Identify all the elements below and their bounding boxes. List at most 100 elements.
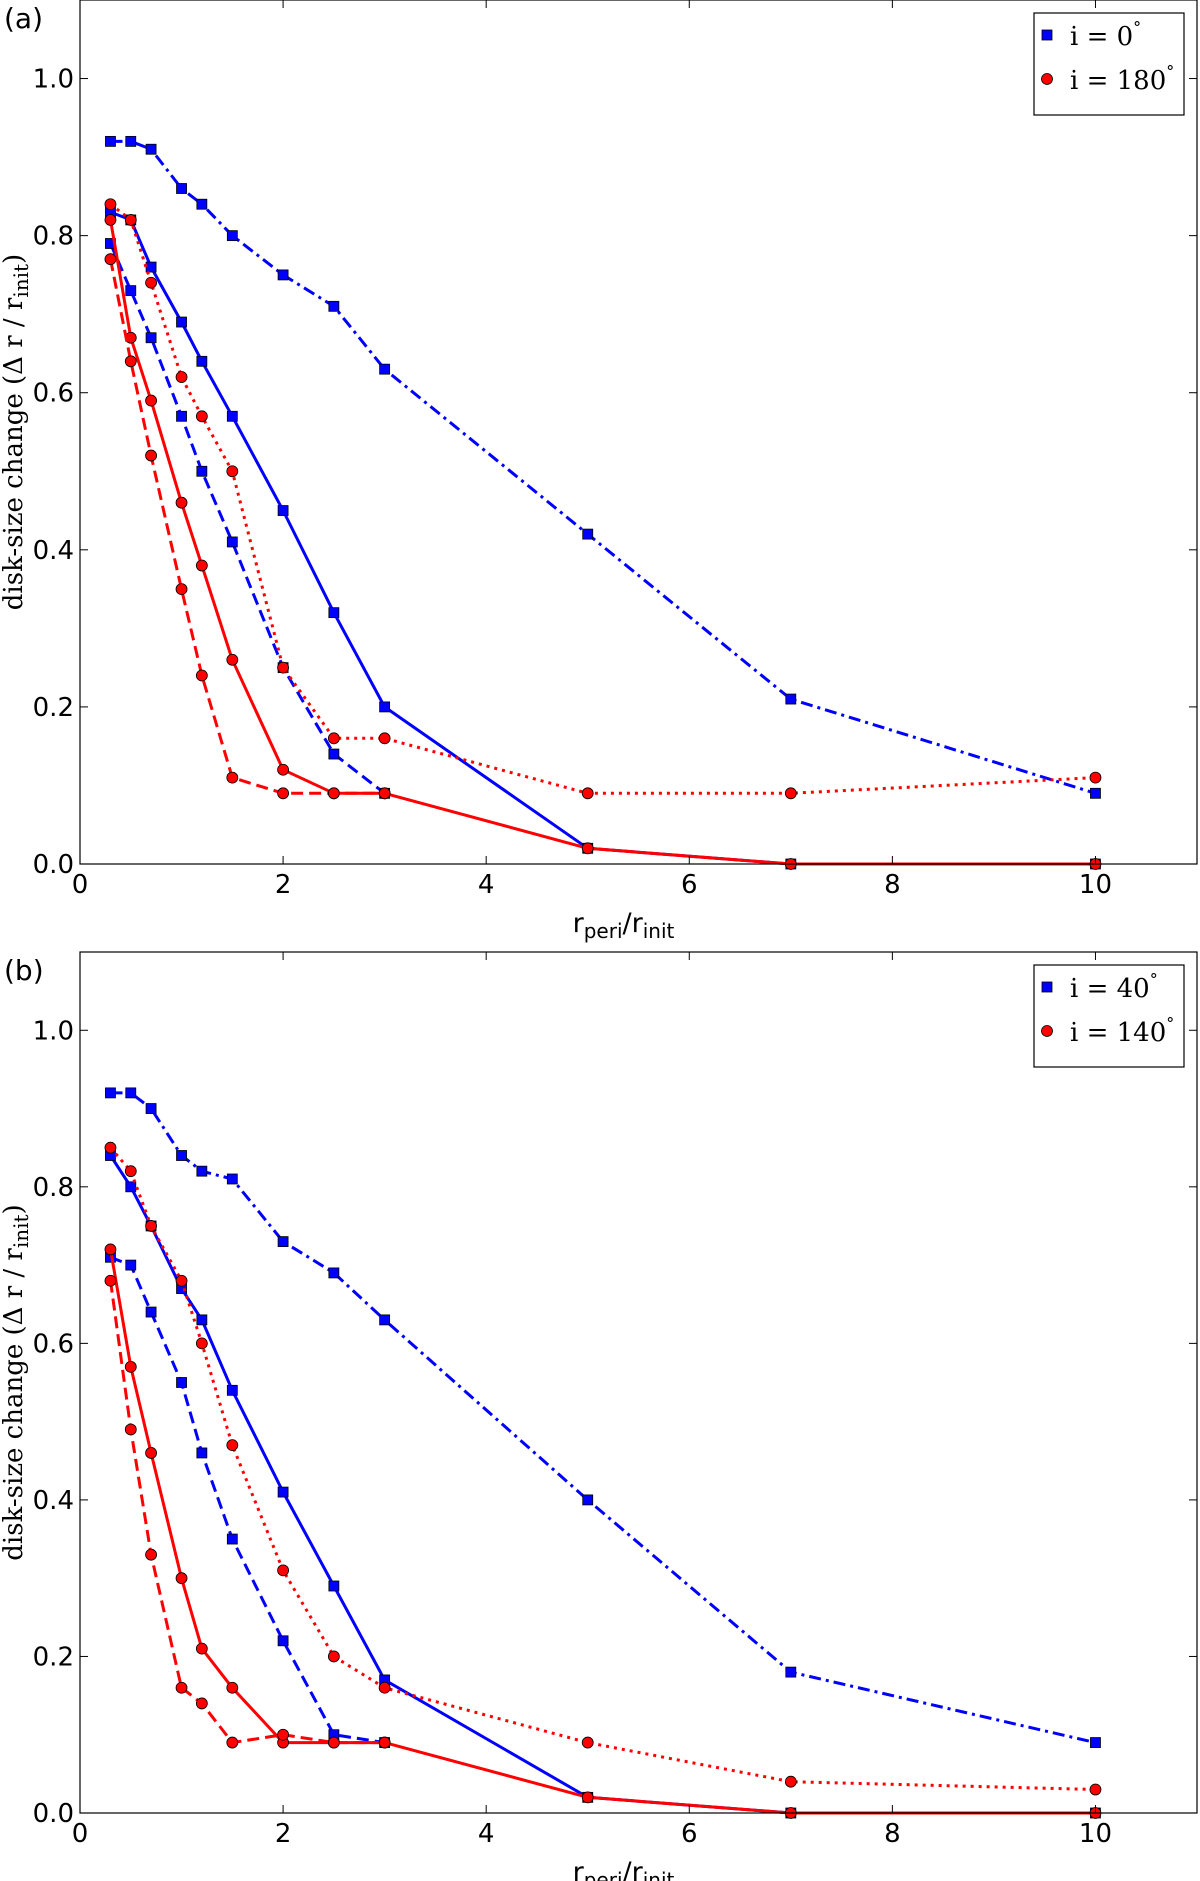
data-point bbox=[195, 559, 208, 572]
data-point bbox=[125, 1087, 137, 1099]
data-point bbox=[327, 787, 340, 800]
x-tick-label: 8 bbox=[884, 870, 901, 900]
x-tick-label: 6 bbox=[681, 870, 698, 900]
data-point bbox=[1090, 1737, 1101, 1748]
x-tick-label: 4 bbox=[478, 870, 495, 900]
legend-box bbox=[1033, 964, 1185, 1068]
series-line-blue-solid bbox=[109, 210, 1096, 866]
y-tick-label: 0.2 bbox=[33, 1642, 74, 1672]
data-point bbox=[176, 410, 187, 422]
data-point bbox=[104, 1141, 117, 1154]
y-tick-label: 0.6 bbox=[33, 1329, 74, 1359]
legend: i = 40° i = 140° bbox=[1033, 964, 1185, 1068]
legend-entry: i = 40° bbox=[1070, 970, 1158, 1004]
data-point bbox=[582, 1494, 594, 1506]
series-group bbox=[104, 1087, 1102, 1819]
x-tick-label: 4 bbox=[478, 1819, 495, 1849]
data-point bbox=[195, 669, 208, 682]
data-point bbox=[195, 410, 208, 423]
x-tick-label: 10 bbox=[1079, 1819, 1112, 1849]
y-tick-label: 0.8 bbox=[33, 222, 74, 252]
data-point bbox=[195, 1642, 208, 1655]
data-point bbox=[196, 1314, 208, 1326]
data-point bbox=[226, 1681, 239, 1694]
data-point bbox=[145, 394, 157, 407]
data-point bbox=[277, 1728, 289, 1741]
data-point bbox=[145, 143, 157, 155]
panel-label: (b) bbox=[4, 954, 44, 987]
series-line-blue-dashed bbox=[109, 1255, 385, 1745]
series-line-red-solid bbox=[109, 1249, 1096, 1815]
legend-entry: i = 180° bbox=[1070, 62, 1174, 96]
x-tick-label: 2 bbox=[275, 1819, 292, 1849]
data-point bbox=[328, 748, 340, 760]
data-point bbox=[125, 1259, 137, 1271]
data-point bbox=[196, 355, 208, 367]
data-point bbox=[124, 214, 137, 226]
data-point bbox=[379, 701, 391, 713]
data-point bbox=[104, 214, 117, 226]
data-point bbox=[226, 1173, 238, 1185]
data-point bbox=[327, 732, 340, 745]
data-point bbox=[581, 842, 594, 855]
y-tick-label: 0.6 bbox=[33, 379, 74, 409]
data-point bbox=[277, 787, 289, 800]
data-point bbox=[105, 135, 116, 147]
series-line-red-dashed bbox=[109, 1280, 385, 1745]
y-tick-label: 0.4 bbox=[33, 536, 74, 566]
data-point bbox=[196, 1165, 208, 1177]
data-point bbox=[785, 1666, 797, 1678]
data-point bbox=[124, 1165, 137, 1178]
data-point bbox=[145, 1447, 157, 1459]
data-point bbox=[124, 1423, 137, 1436]
x-tick-label: 0 bbox=[72, 1819, 89, 1849]
legend-marker bbox=[1041, 73, 1053, 85]
data-point bbox=[176, 183, 187, 194]
panel-a: (a) 0 2 4 6 8 10 0.0 0.2 0.4 0.6 0.8 1.0 rperi/rinit d… bbox=[0, 0, 1198, 943]
data-point bbox=[145, 332, 157, 344]
data-point bbox=[226, 230, 238, 242]
data-point bbox=[226, 1384, 238, 1396]
data-point bbox=[226, 536, 238, 548]
data-point bbox=[327, 1736, 340, 1749]
data-point bbox=[784, 1775, 797, 1788]
series-line-red-dashed bbox=[109, 258, 385, 795]
data-point bbox=[196, 198, 208, 210]
legend-marker bbox=[1041, 29, 1053, 41]
panel-b: (b) 0 2 4 6 8 10 0.0 0.2 0.4 0.6 0.8 1.0 rperi/rinit d… bbox=[0, 951, 1198, 1881]
data-point bbox=[1090, 787, 1101, 799]
y-tick-label: 0.0 bbox=[33, 1799, 74, 1829]
x-tick-label: 6 bbox=[681, 1819, 698, 1849]
y-tick-label: 0.4 bbox=[33, 1486, 74, 1516]
y-axis-label: disk-size change (Δ r / rinit) bbox=[0, 254, 33, 610]
data-point bbox=[1089, 771, 1102, 784]
data-point bbox=[196, 465, 208, 477]
data-point bbox=[226, 653, 239, 666]
data-point bbox=[784, 787, 797, 800]
data-point bbox=[277, 763, 289, 776]
data-point bbox=[104, 198, 117, 211]
data-point bbox=[125, 1181, 137, 1193]
data-point bbox=[175, 496, 188, 509]
data-point bbox=[104, 253, 117, 266]
x-axis-label: rperi/rinit bbox=[573, 1857, 675, 1881]
data-point bbox=[328, 1267, 340, 1279]
data-point bbox=[145, 261, 157, 273]
data-point bbox=[105, 1087, 116, 1099]
data-point bbox=[125, 135, 137, 147]
data-point bbox=[277, 1236, 289, 1248]
data-point bbox=[145, 449, 157, 462]
legend-marker bbox=[1041, 1025, 1053, 1037]
data-point bbox=[379, 363, 391, 375]
x-tick-label: 2 bbox=[275, 870, 292, 900]
legend: i = 0° i = 180° bbox=[1033, 12, 1185, 116]
data-point bbox=[145, 1548, 157, 1561]
data-point bbox=[785, 693, 797, 705]
data-point bbox=[145, 276, 157, 289]
data-point bbox=[378, 787, 391, 800]
series-line-blue-dashed bbox=[109, 242, 386, 795]
series-line-blue-dashdot bbox=[110, 1091, 1096, 1745]
series-line-red-solid bbox=[109, 219, 1096, 866]
data-point bbox=[124, 355, 137, 368]
data-point bbox=[176, 316, 187, 328]
